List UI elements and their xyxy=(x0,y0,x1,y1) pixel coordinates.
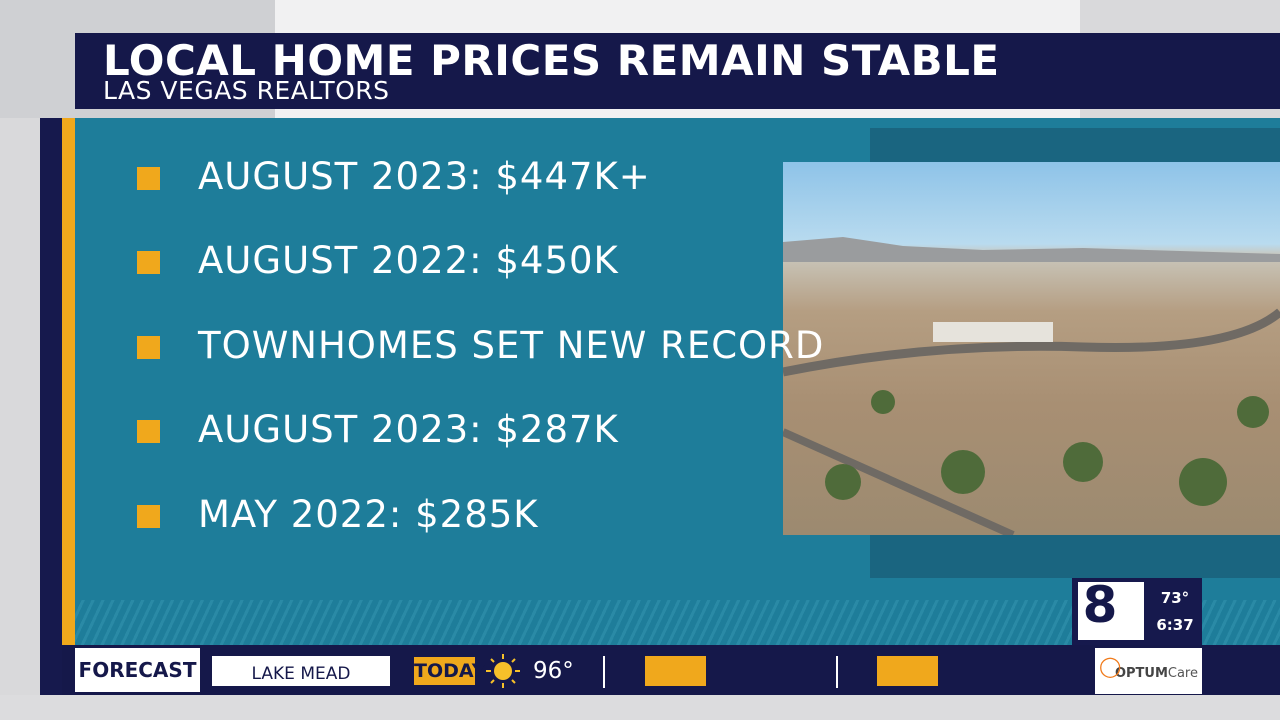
accent-strip xyxy=(62,118,75,645)
logo-box xyxy=(1078,582,1144,640)
ticker-day: TODAY xyxy=(414,657,486,685)
header-bar xyxy=(75,33,1280,109)
bullet-text: TOWNHOMES SET NEW RECORD xyxy=(198,324,825,367)
accent-strip xyxy=(40,118,62,695)
temperature: 73° xyxy=(1160,589,1190,607)
sponsor: ◯ OPTUMCare xyxy=(1095,648,1202,694)
sponsor-suffix: Care xyxy=(1167,666,1198,681)
mountains xyxy=(783,237,1280,262)
bullet-marker xyxy=(137,420,160,443)
bullet-marker xyxy=(137,167,160,190)
road xyxy=(783,428,1015,535)
bullet-marker xyxy=(137,251,160,274)
ticker-block xyxy=(877,656,938,686)
bullet-text: AUGUST 2023: $447K+ xyxy=(198,155,651,198)
building xyxy=(933,322,1053,342)
clock: 6:37 xyxy=(1156,616,1194,634)
separator xyxy=(603,656,605,688)
ticker-block xyxy=(645,656,706,686)
sun-icon xyxy=(486,654,520,688)
station-logo: 8 xyxy=(1082,576,1118,634)
sponsor-icon: ◯ xyxy=(1099,654,1122,678)
road xyxy=(783,308,1280,377)
photo-art xyxy=(783,237,1280,535)
bullet-marker xyxy=(137,336,160,359)
bullet-marker xyxy=(137,505,160,528)
aerial-photo xyxy=(783,162,1280,535)
trees xyxy=(825,390,1269,506)
ticker-location: LAKE MEAD xyxy=(212,656,390,686)
bullet-text: AUGUST 2022: $450K xyxy=(198,239,619,282)
subheadline: LAS VEGAS REALTORS xyxy=(103,76,390,105)
sponsor-brand: OPTUM xyxy=(1114,666,1168,681)
bullet-text: MAY 2022: $285K xyxy=(198,493,539,536)
ticker-section: FORECAST xyxy=(75,648,200,692)
bullet-text: AUGUST 2023: $287K xyxy=(198,408,619,451)
ticker-high: 96° xyxy=(533,658,574,684)
headline: LOCAL HOME PRICES REMAIN STABLE xyxy=(103,36,1000,85)
backdrop xyxy=(0,695,1280,720)
separator xyxy=(836,656,838,688)
